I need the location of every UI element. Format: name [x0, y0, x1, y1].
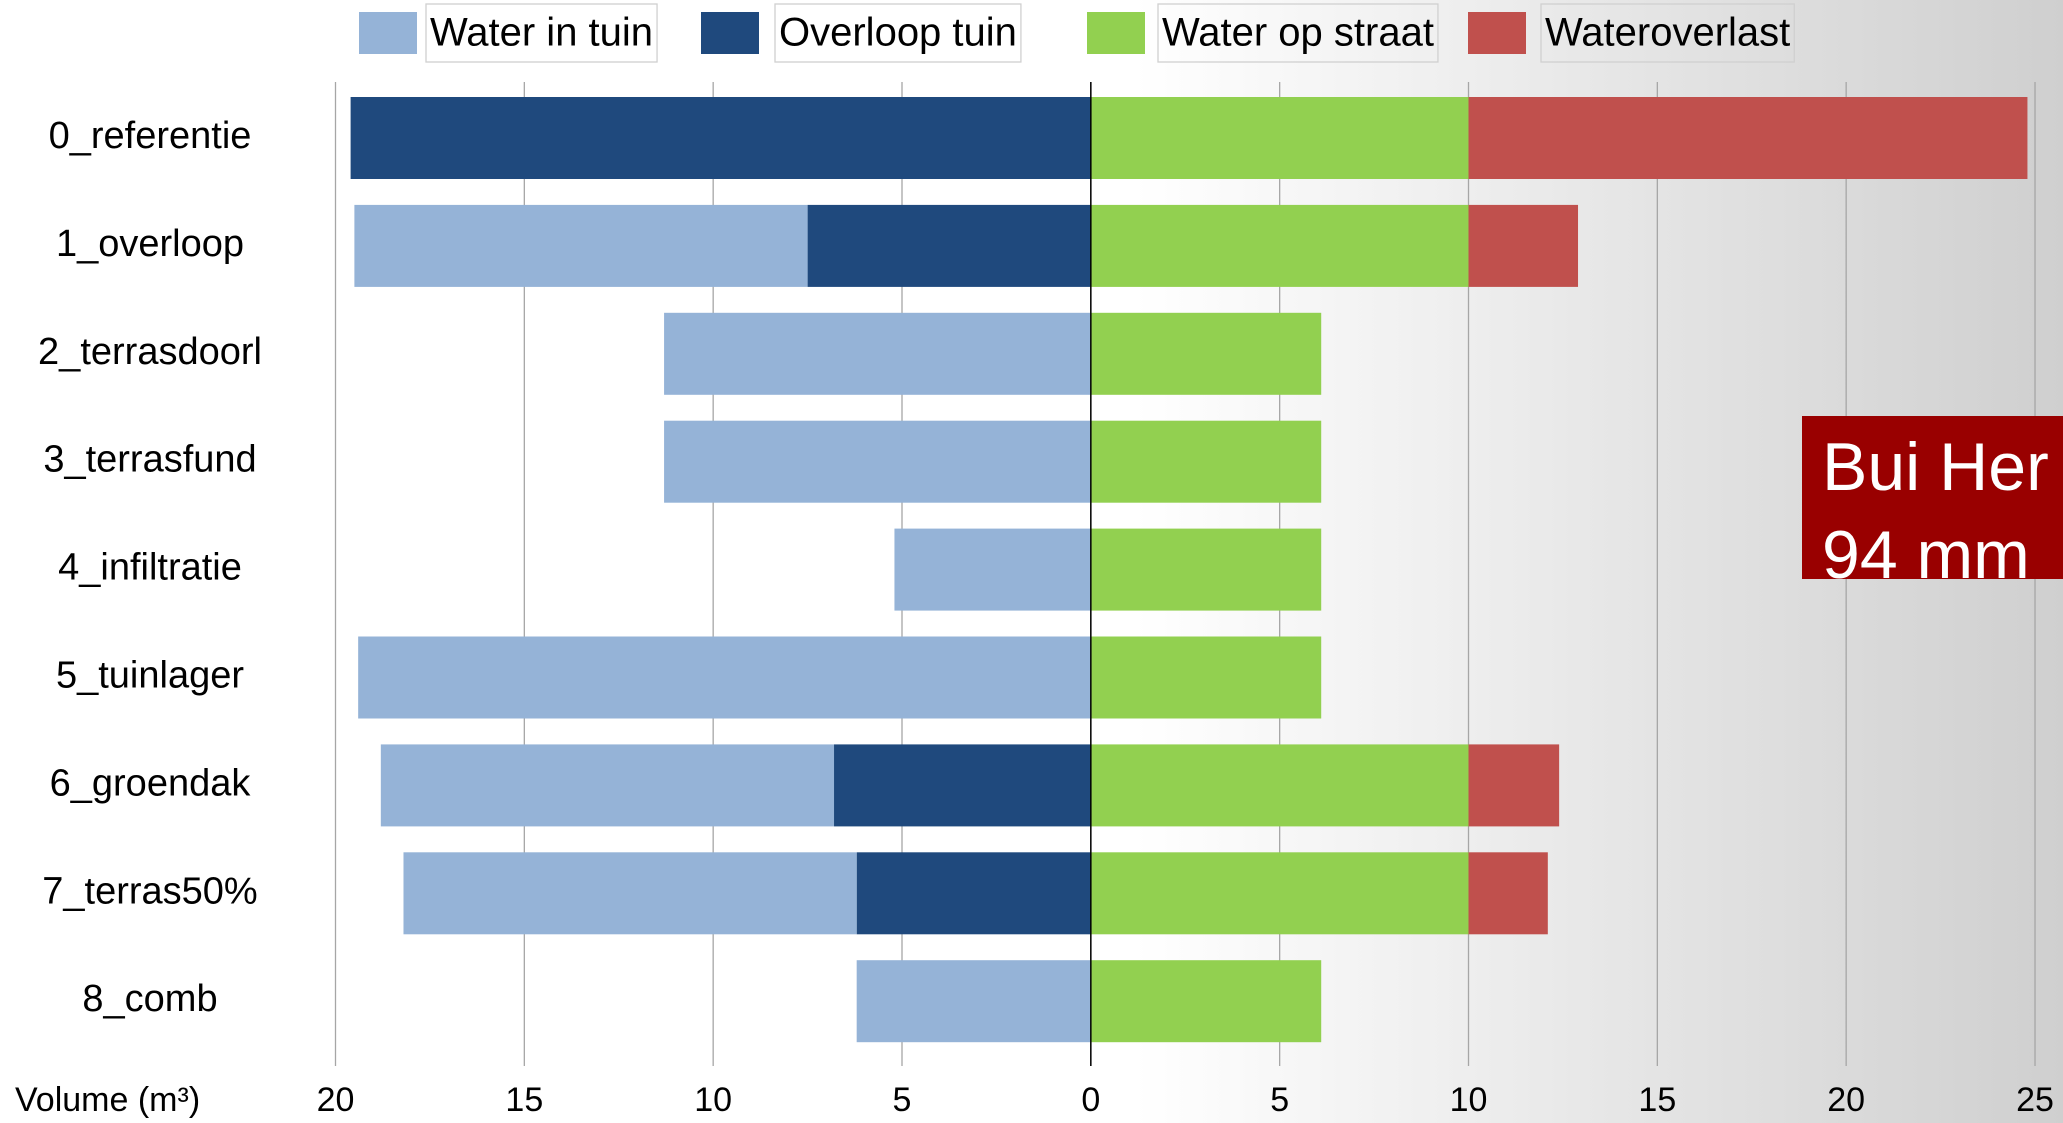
bar — [350, 97, 1091, 179]
y-tick-label: 1_overloop — [56, 223, 244, 265]
bar — [664, 420, 1091, 503]
legend-box — [425, 3, 658, 63]
legend-box — [1540, 3, 1795, 63]
y-tick-label: 4_infiltratie — [58, 547, 242, 589]
y-tick-label: 0_referentie — [49, 115, 252, 157]
bar — [380, 744, 835, 827]
bar — [894, 528, 1091, 611]
x-tick-label: 5 — [1270, 1081, 1289, 1119]
legend-swatch — [701, 12, 759, 54]
bar — [1090, 204, 1469, 287]
legend: Water in tuin Overloop tuin Water op straa… — [359, 3, 1795, 63]
x-tick-label: 0 — [1081, 1081, 1100, 1119]
bar — [358, 636, 1091, 719]
legend-swatch — [1087, 12, 1145, 54]
bar — [856, 960, 1091, 1043]
legend-swatch — [359, 12, 417, 54]
y-tick-label: 7_terras50% — [42, 870, 257, 912]
bar — [403, 852, 857, 935]
bar — [834, 744, 1091, 827]
plot: 20 15 10 5 0 5 10 15 20 25 0_referentie 1_overloop 2… — [38, 3, 2054, 1119]
bar — [1468, 744, 1560, 827]
bar — [354, 204, 808, 287]
annotation-box — [1802, 416, 2063, 579]
legend-label: Overloop tuin — [779, 11, 1017, 55]
legend-box — [1157, 3, 1439, 63]
legend-label: Water in tuin — [430, 11, 653, 55]
x-tick-label: 10 — [694, 1081, 732, 1119]
bar — [1090, 852, 1469, 935]
bar — [664, 312, 1091, 395]
bar — [1468, 204, 1579, 287]
x-tick-label: 25 — [2016, 1081, 2054, 1119]
annotation: 94 mm — [1822, 517, 2030, 593]
annotation: Bui Her — [1822, 429, 2049, 505]
x-tick-label: 15 — [1638, 1081, 1676, 1119]
bar — [1090, 97, 1469, 179]
y-tick-label: 3_terrasfund — [43, 439, 256, 481]
x-tick-label: 20 — [317, 1081, 355, 1119]
bar — [807, 204, 1091, 287]
bar — [1090, 744, 1469, 827]
legend-box — [774, 3, 1022, 63]
bar — [856, 852, 1091, 935]
legend-swatch — [1468, 12, 1526, 54]
y-tick-label: 8_comb — [82, 978, 217, 1020]
x-tick-label: 15 — [505, 1081, 543, 1119]
x-tick-label: 20 — [1827, 1081, 1865, 1119]
bar — [1090, 420, 1322, 503]
x-tick-label: 5 — [893, 1081, 912, 1119]
bar — [1468, 97, 2028, 179]
y-tick-label: 6_groendak — [50, 762, 252, 804]
bar — [1468, 852, 1548, 935]
bar — [1090, 960, 1322, 1043]
x-axis-title: Volume (m³) — [15, 1081, 200, 1119]
y-tick-label: 2_terrasdoorl — [38, 331, 262, 373]
bar — [1090, 312, 1322, 395]
legend-label: Water op straat — [1162, 11, 1434, 55]
legend-label: Wateroverlast — [1545, 11, 1790, 55]
x-tick-label: 10 — [1450, 1081, 1488, 1119]
bar — [1090, 636, 1322, 719]
bar — [1090, 528, 1322, 611]
y-tick-label: 5_tuinlager — [56, 655, 244, 697]
